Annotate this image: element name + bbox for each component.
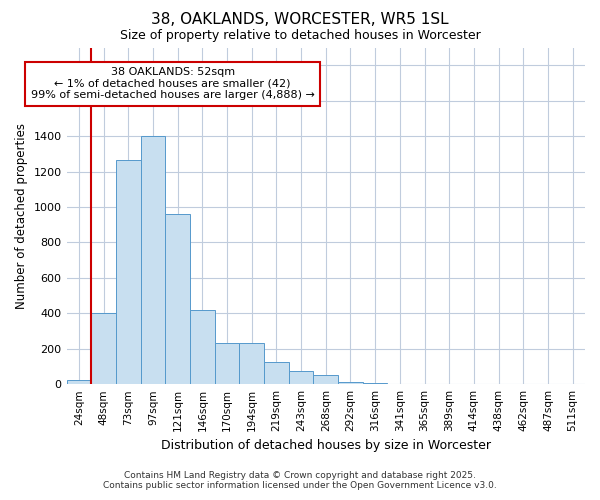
Bar — [289, 371, 313, 384]
Bar — [140, 136, 165, 384]
Bar — [215, 342, 239, 384]
Bar — [91, 314, 116, 384]
Y-axis label: Number of detached properties: Number of detached properties — [15, 123, 28, 309]
Bar — [338, 382, 363, 384]
Bar — [264, 362, 289, 384]
Text: 38, OAKLANDS, WORCESTER, WR5 1SL: 38, OAKLANDS, WORCESTER, WR5 1SL — [151, 12, 449, 28]
Bar — [67, 380, 91, 384]
Bar — [190, 310, 215, 384]
Text: Contains HM Land Registry data © Crown copyright and database right 2025.
Contai: Contains HM Land Registry data © Crown c… — [103, 470, 497, 490]
Text: Size of property relative to detached houses in Worcester: Size of property relative to detached ho… — [119, 29, 481, 42]
Bar — [165, 214, 190, 384]
X-axis label: Distribution of detached houses by size in Worcester: Distribution of detached houses by size … — [161, 440, 491, 452]
Bar — [313, 376, 338, 384]
Text: 38 OAKLANDS: 52sqm
← 1% of detached houses are smaller (42)
99% of semi-detached: 38 OAKLANDS: 52sqm ← 1% of detached hous… — [31, 67, 314, 100]
Bar — [116, 160, 140, 384]
Bar — [239, 342, 264, 384]
